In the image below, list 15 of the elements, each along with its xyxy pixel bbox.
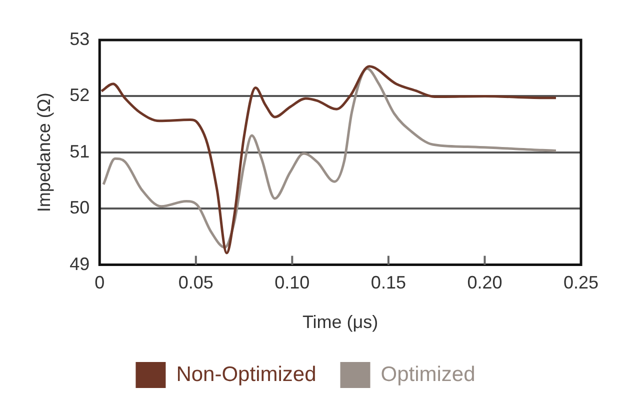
x-tick-label: 0.15 (370, 272, 406, 293)
x-tick-label: 0 (94, 272, 105, 293)
y-tick-label: 49 (70, 254, 90, 274)
legend-label: Non-Optimized (176, 362, 316, 386)
legend-label: Optimized (380, 362, 476, 386)
y-tick-label: 51 (70, 141, 90, 162)
x-tick-label: 0.10 (274, 272, 310, 293)
y-tick-label: 53 (70, 28, 90, 49)
x-tick-label: 0.25 (563, 272, 599, 293)
y-tick-label: 50 (70, 198, 90, 218)
x-tick-label: 0.20 (467, 272, 502, 293)
x-tick-label: 0.05 (178, 272, 214, 293)
y-axis-title: Impedance (Ω) (34, 92, 54, 212)
x-axis-title: Time (μs) (302, 312, 378, 332)
y-tick-label: 52 (70, 85, 90, 106)
